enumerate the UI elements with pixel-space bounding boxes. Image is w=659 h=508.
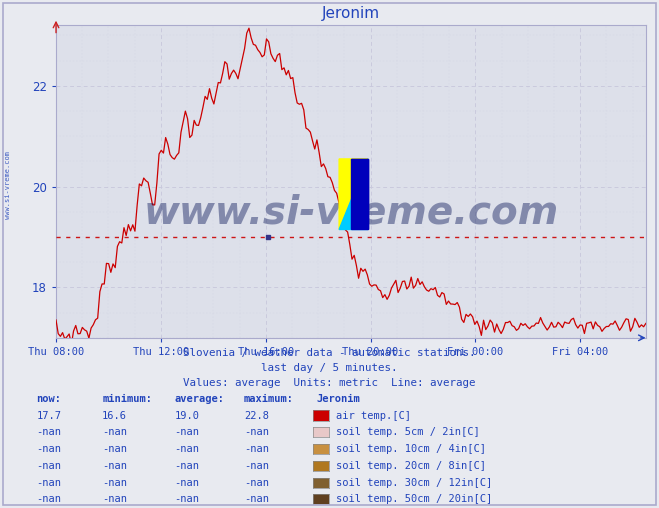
- Text: average:: average:: [175, 394, 225, 404]
- Text: maximum:: maximum:: [244, 394, 294, 404]
- Polygon shape: [351, 159, 368, 230]
- Text: -nan: -nan: [244, 478, 269, 488]
- Text: www.si-vreme.com: www.si-vreme.com: [143, 194, 559, 232]
- Text: air temp.[C]: air temp.[C]: [336, 410, 411, 421]
- Text: -nan: -nan: [102, 444, 127, 454]
- Text: 16.6: 16.6: [102, 410, 127, 421]
- Text: -nan: -nan: [244, 461, 269, 471]
- Text: soil temp. 20cm / 8in[C]: soil temp. 20cm / 8in[C]: [336, 461, 486, 471]
- Text: 22.8: 22.8: [244, 410, 269, 421]
- Text: minimum:: minimum:: [102, 394, 152, 404]
- Text: -nan: -nan: [175, 461, 200, 471]
- Text: now:: now:: [36, 394, 61, 404]
- Text: -nan: -nan: [244, 494, 269, 504]
- Text: 19.0: 19.0: [175, 410, 200, 421]
- Text: Jeronim: Jeronim: [316, 394, 360, 404]
- Polygon shape: [339, 159, 368, 230]
- Text: -nan: -nan: [102, 494, 127, 504]
- Text: -nan: -nan: [36, 444, 61, 454]
- Text: -nan: -nan: [244, 427, 269, 437]
- Title: Jeronim: Jeronim: [322, 7, 380, 21]
- Text: -nan: -nan: [175, 444, 200, 454]
- Text: -nan: -nan: [36, 478, 61, 488]
- Text: -nan: -nan: [36, 494, 61, 504]
- Text: Slovenia / weather data - automatic stations.: Slovenia / weather data - automatic stat…: [183, 348, 476, 358]
- Text: -nan: -nan: [244, 444, 269, 454]
- Text: -nan: -nan: [102, 427, 127, 437]
- Text: soil temp. 10cm / 4in[C]: soil temp. 10cm / 4in[C]: [336, 444, 486, 454]
- Text: 17.7: 17.7: [36, 410, 61, 421]
- Text: -nan: -nan: [102, 461, 127, 471]
- Polygon shape: [339, 159, 368, 230]
- Text: -nan: -nan: [175, 494, 200, 504]
- Text: soil temp. 5cm / 2in[C]: soil temp. 5cm / 2in[C]: [336, 427, 480, 437]
- Text: -nan: -nan: [175, 478, 200, 488]
- Text: -nan: -nan: [36, 427, 61, 437]
- Text: last day / 5 minutes.: last day / 5 minutes.: [261, 363, 398, 373]
- Text: -nan: -nan: [36, 461, 61, 471]
- Text: soil temp. 50cm / 20in[C]: soil temp. 50cm / 20in[C]: [336, 494, 492, 504]
- Polygon shape: [351, 159, 368, 230]
- Text: -nan: -nan: [175, 427, 200, 437]
- Text: Values: average  Units: metric  Line: average: Values: average Units: metric Line: aver…: [183, 378, 476, 389]
- Text: -nan: -nan: [102, 478, 127, 488]
- Text: www.si-vreme.com: www.si-vreme.com: [5, 151, 11, 219]
- Text: soil temp. 30cm / 12in[C]: soil temp. 30cm / 12in[C]: [336, 478, 492, 488]
